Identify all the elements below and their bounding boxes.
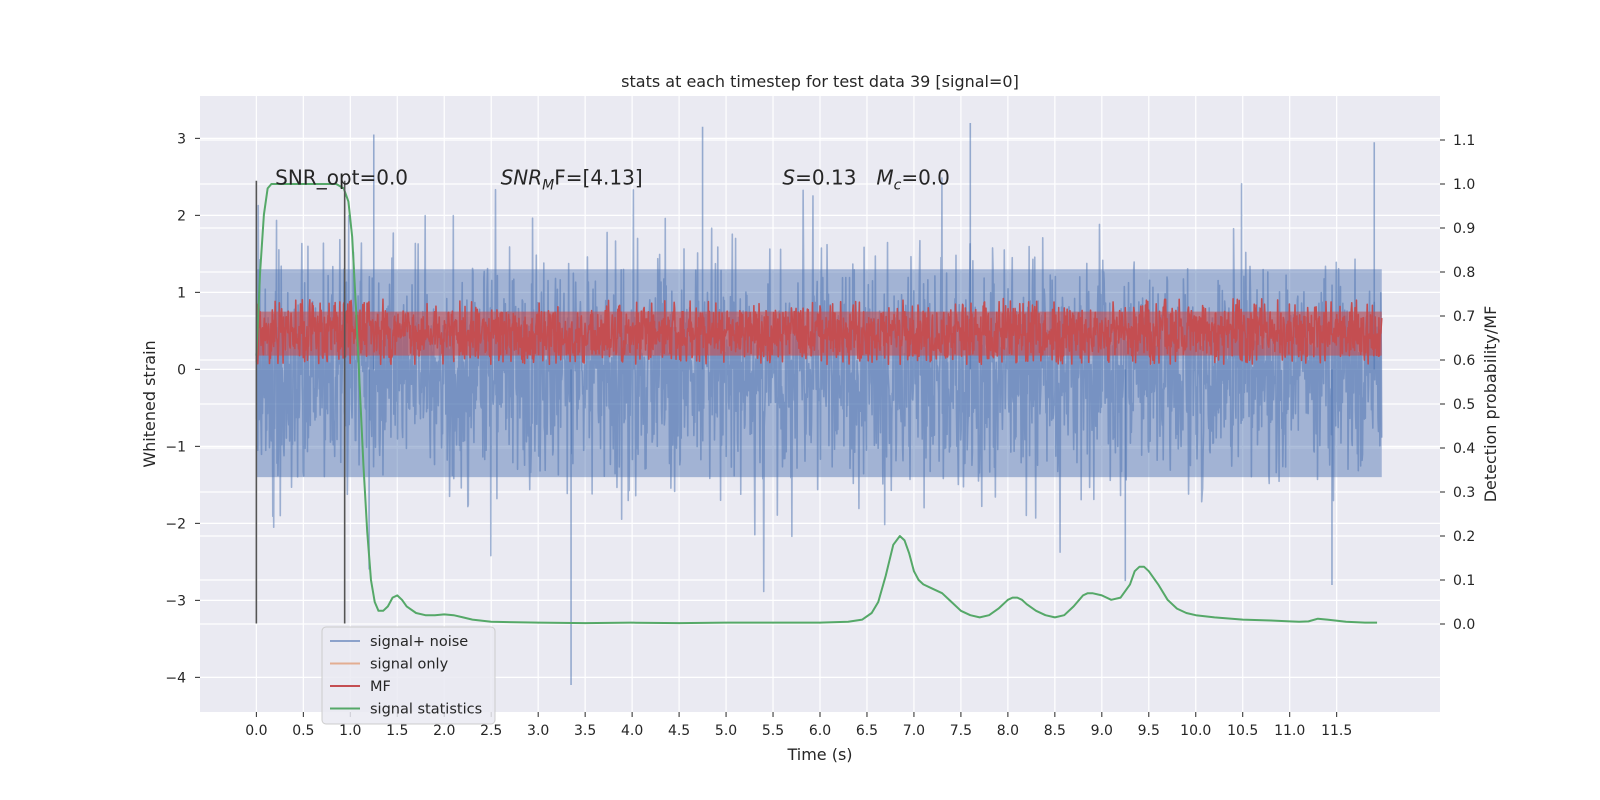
x-tick-label: 4.0 (621, 723, 643, 739)
x-tick-label: 8.5 (1044, 723, 1066, 739)
annotation: Mc=0.0 (876, 166, 950, 194)
y-tick-label: 2 (177, 208, 186, 224)
y-right-tick-label: 0.9 (1453, 221, 1475, 237)
y-right-tick-label: 1.0 (1453, 177, 1475, 193)
y-right-tick-label: 0.4 (1453, 441, 1475, 457)
y-right-tick-label: 0.0 (1453, 617, 1475, 633)
series-signal-noise-core (256, 269, 1382, 478)
y-tick-label: 0 (177, 362, 186, 378)
x-tick-label: 3.0 (527, 723, 549, 739)
x-tick-label: 1.5 (386, 723, 408, 739)
legend-label: signal+ noise (370, 634, 468, 650)
legend-label: signal only (370, 657, 449, 673)
legend-box (321, 626, 496, 725)
x-tick-label: 1.0 (339, 723, 361, 739)
legend-label: signal statistics (370, 702, 482, 718)
y-right-tick-label: 0.7 (1453, 309, 1475, 325)
x-tick-label: 2.5 (480, 723, 502, 739)
x-tick-label: 0.0 (245, 723, 267, 739)
y-right-tick-label: 0.3 (1453, 485, 1475, 501)
x-tick-label: 11.0 (1274, 723, 1305, 739)
y-axis-ticks: −4 −3 −2 −1 0 1 2 3 (165, 131, 200, 686)
x-tick-label: 10.5 (1227, 723, 1258, 739)
x-tick-label: 7.0 (903, 723, 925, 739)
x-tick-label: 9.5 (1138, 723, 1160, 739)
x-tick-label: 9.0 (1091, 723, 1113, 739)
y-right-axis-label: Detection probability/MF (1481, 306, 1500, 503)
y-axis-label: Whitened strain (140, 340, 159, 467)
x-tick-label: 8.0 (997, 723, 1019, 739)
y-right-tick-label: 1.1 (1453, 133, 1475, 149)
x-tick-label: 3.5 (574, 723, 596, 739)
series-signal-statistics (255, 183, 1378, 625)
series-layer (255, 122, 1383, 686)
legend-label: MF (370, 679, 391, 695)
x-tick-label: 11.5 (1321, 723, 1352, 739)
y-tick-label: −3 (165, 593, 186, 609)
y-tick-label: 3 (177, 131, 186, 147)
x-tick-label: 6.5 (856, 723, 878, 739)
y-tick-label: 1 (177, 285, 186, 301)
x-axis-label: Time (s) (786, 745, 852, 764)
x-tick-label: 2.0 (433, 723, 455, 739)
y-right-tick-label: 0.6 (1453, 353, 1475, 369)
annotations: SNR_opt=0.0 SNRMF=[4.13] S=0.13 Mc=0.0 (275, 166, 950, 194)
y-right-axis-ticks: 0.0 0.1 0.2 0.3 0.4 0.5 0.6 0.7 0.8 0.9 1.0 1.1 (1440, 133, 1475, 633)
y-tick-label: −1 (165, 439, 186, 455)
y-right-tick-label: 0.5 (1453, 397, 1475, 413)
y-tick-label: −2 (165, 516, 186, 532)
legend: signal+ noise signal only MF signal statist… (321, 626, 496, 725)
y-right-tick-label: 0.1 (1453, 573, 1475, 589)
x-tick-label: 5.5 (762, 723, 784, 739)
x-tick-label: 10.0 (1180, 723, 1211, 739)
plot-area (255, 122, 1383, 686)
series-mf-core (256, 311, 1382, 356)
y-right-tick-label: 0.2 (1453, 529, 1475, 545)
y-tick-label: −4 (165, 670, 186, 686)
annotation: S=0.13 (782, 166, 856, 190)
x-tick-label: 4.5 (668, 723, 690, 739)
chart-title: stats at each timestep for test data 39 … (621, 72, 1019, 91)
x-tick-label: 5.0 (715, 723, 737, 739)
annotation: SNR_opt=0.0 (275, 166, 408, 190)
x-tick-label: 0.5 (292, 723, 314, 739)
x-tick-label: 6.0 (809, 723, 831, 739)
annotation: SNRMF=[4.13] (501, 166, 643, 194)
x-tick-label: 7.5 (950, 723, 972, 739)
y-right-tick-label: 0.8 (1453, 265, 1475, 281)
x-axis-ticks: 0.0 0.5 1.0 1.5 2.0 2.5 3.0 3.5 4.0 4.5 5.0 5.5 6.0 6… (245, 712, 1352, 739)
